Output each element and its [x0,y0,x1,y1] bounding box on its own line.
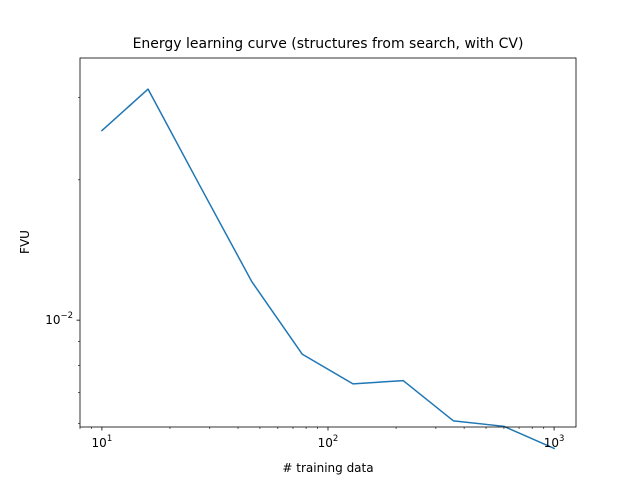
x-tick-label: 102 [318,434,339,450]
axes-frame [79,57,577,428]
plot-area: 101 102 103 10−2 [45,57,577,450]
series-line-0 [100,88,556,450]
chart-title: Energy learning curve (structures from s… [133,36,524,52]
y-axis-title: FVU [18,230,32,254]
x-tick-label: 103 [544,434,565,450]
y-tick-label: 10−2 [45,311,73,327]
x-tick-label: 101 [92,434,113,450]
x-axis-title: # training data [282,461,373,475]
